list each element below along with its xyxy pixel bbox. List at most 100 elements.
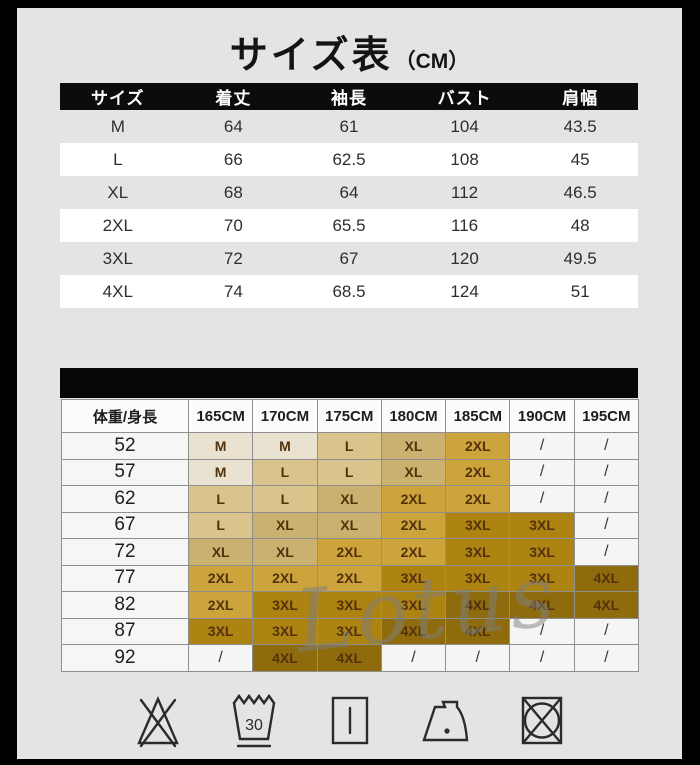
size-label-cell: XL xyxy=(107,182,129,202)
recommended-size-cell: 2XL xyxy=(189,592,254,619)
divider-banner xyxy=(60,368,638,398)
recommended-size-cell: M xyxy=(189,459,254,486)
measurement-cell: 43.5 xyxy=(563,116,597,136)
recommended-size-cell: 3XL xyxy=(253,592,318,619)
recommended-size-cell: 4XL xyxy=(446,592,511,619)
height-header-cell: 190CM xyxy=(510,400,575,433)
size-table-header-row: サイズ 着丈 袖長 バスト 肩幅 xyxy=(60,83,638,110)
fit-table-row: 77 2XL 2XL 2XL 3XL 3XL 3XL 4XL xyxy=(62,565,639,592)
measurement-cell: 61 xyxy=(339,116,359,136)
height-header-cell: 180CM xyxy=(381,400,447,433)
measurement-cell: 46.5 xyxy=(563,182,597,202)
fit-table-row: 52 M M L XL 2XL / / xyxy=(62,433,639,460)
recommended-size-cell: 2XL xyxy=(381,486,447,513)
do-not-bleach-icon xyxy=(136,695,179,748)
measurement-cell: 48 xyxy=(570,215,590,235)
measurement-cell: 120 xyxy=(450,248,479,268)
size-label-cell: 4XL xyxy=(102,281,133,301)
recommended-size-cell: 2XL xyxy=(317,565,382,592)
size-table-row: 4XL 74 68.5 124 51 xyxy=(60,275,638,308)
recommended-size-cell: L xyxy=(253,459,318,486)
recommended-size-cell: 4XL xyxy=(317,645,382,672)
height-header-cell: 195CM xyxy=(574,400,639,433)
fit-table-row: 82 2XL 3XL 3XL 3XL 4XL 4XL 4XL xyxy=(62,592,639,619)
size-table-row: 3XL 72 67 120 49.5 xyxy=(60,242,638,275)
recommended-size-cell: M xyxy=(189,433,254,460)
no-size-cell: / xyxy=(574,486,639,513)
recommended-size-cell: 2XL xyxy=(446,459,511,486)
weight-cell: 92 xyxy=(62,645,189,672)
recommended-size-cell: 4XL xyxy=(574,592,639,619)
measurement-cell: 124 xyxy=(450,281,479,301)
do-not-tumble-dry-icon xyxy=(521,696,562,745)
weight-cell: 82 xyxy=(62,592,189,619)
recommended-size-cell: XL xyxy=(317,512,382,539)
recommended-size-cell: 4XL xyxy=(574,565,639,592)
recommended-size-cell: 3XL xyxy=(510,539,575,566)
no-size-cell: / xyxy=(510,433,575,460)
recommended-size-cell: 3XL xyxy=(446,565,511,592)
size-table-row: L 66 62.5 108 45 xyxy=(60,143,638,176)
size-table-header-cell: サイズ xyxy=(91,89,145,108)
fit-table-row: 62 L L XL 2XL 2XL / / xyxy=(62,486,639,513)
size-table-header-cell: バスト xyxy=(437,89,492,108)
recommended-size-cell: L xyxy=(317,433,382,460)
measurement-cell: 51 xyxy=(570,281,590,301)
recommended-size-cell: 2XL xyxy=(253,565,318,592)
no-size-cell: / xyxy=(574,539,639,566)
weight-cell: 62 xyxy=(62,486,189,513)
corner-header-cell: 体重/身長 xyxy=(62,400,189,433)
recommended-size-cell: L xyxy=(189,486,254,513)
weight-cell: 77 xyxy=(62,565,189,592)
recommended-size-cell: 3XL xyxy=(317,592,382,619)
page-title: サイズ表（CM） xyxy=(17,24,682,79)
recommended-size-cell: 4XL xyxy=(381,618,447,645)
height-header-cell: 175CM xyxy=(317,400,382,433)
measurement-cell: 67 xyxy=(339,248,359,268)
no-size-cell: / xyxy=(189,645,254,672)
size-table-row: XL 68 64 112 46.5 xyxy=(60,176,638,209)
recommended-size-cell: 3XL xyxy=(510,512,575,539)
recommended-size-cell: 3XL xyxy=(189,618,254,645)
size-table-header-cell: 袖長 xyxy=(330,89,367,108)
height-header-cell: 165CM xyxy=(189,400,254,433)
size-table-row: M 64 61 104 43.5 xyxy=(60,110,638,143)
no-size-cell: / xyxy=(510,645,575,672)
no-size-cell: / xyxy=(381,645,447,672)
measurement-cell: 74 xyxy=(223,281,243,301)
recommended-size-cell: XL xyxy=(381,433,447,460)
no-size-cell: / xyxy=(574,645,639,672)
recommended-size-cell: 2XL xyxy=(189,565,254,592)
size-label-cell: M xyxy=(110,116,125,136)
recommended-size-cell: 4XL xyxy=(446,618,511,645)
recommended-size-cell: 2XL xyxy=(381,512,447,539)
measurement-cell: 64 xyxy=(339,182,359,202)
recommended-size-cell: 3XL xyxy=(317,618,382,645)
recommended-size-cell: 3XL xyxy=(510,565,575,592)
size-measurement-table: サイズ 着丈 袖長 バスト 肩幅 M 64 61 104 43.5 L 66 62.5 108 45 XL 68… xyxy=(60,83,638,308)
recommended-size-cell: XL xyxy=(317,486,382,513)
care-icons-row: 30 xyxy=(17,690,682,750)
recommended-size-cell: L xyxy=(253,486,318,513)
recommended-size-cell: 2XL xyxy=(446,433,511,460)
measurement-cell: 112 xyxy=(451,182,479,202)
size-label-cell: L xyxy=(113,149,123,169)
no-size-cell: / xyxy=(574,618,639,645)
recommended-size-cell: L xyxy=(317,459,382,486)
measurement-cell: 49.5 xyxy=(563,248,597,268)
recommended-size-cell: XL xyxy=(253,512,318,539)
recommended-size-cell: 2XL xyxy=(446,486,511,513)
fit-table-row: 72 XL XL 2XL 2XL 3XL 3XL / xyxy=(62,539,639,566)
no-size-cell: / xyxy=(510,459,575,486)
fit-table-header-row: 体重/身長 165CM 170CM 175CM 180CM 185CM 190CM 195CM xyxy=(62,400,639,433)
measurement-cell: 70 xyxy=(223,215,243,235)
size-label-cell: 3XL xyxy=(102,248,133,268)
iron-low-icon xyxy=(421,700,468,742)
size-label-cell: 2XL xyxy=(102,215,133,235)
recommended-size-cell: 2XL xyxy=(381,539,447,566)
size-table-header-cell: 肩幅 xyxy=(562,89,599,108)
measurement-cell: 66 xyxy=(223,149,243,169)
measurement-cell: 68 xyxy=(223,182,243,202)
recommended-size-cell: 3XL xyxy=(253,618,318,645)
page-title-text: サイズ表 xyxy=(229,35,393,77)
